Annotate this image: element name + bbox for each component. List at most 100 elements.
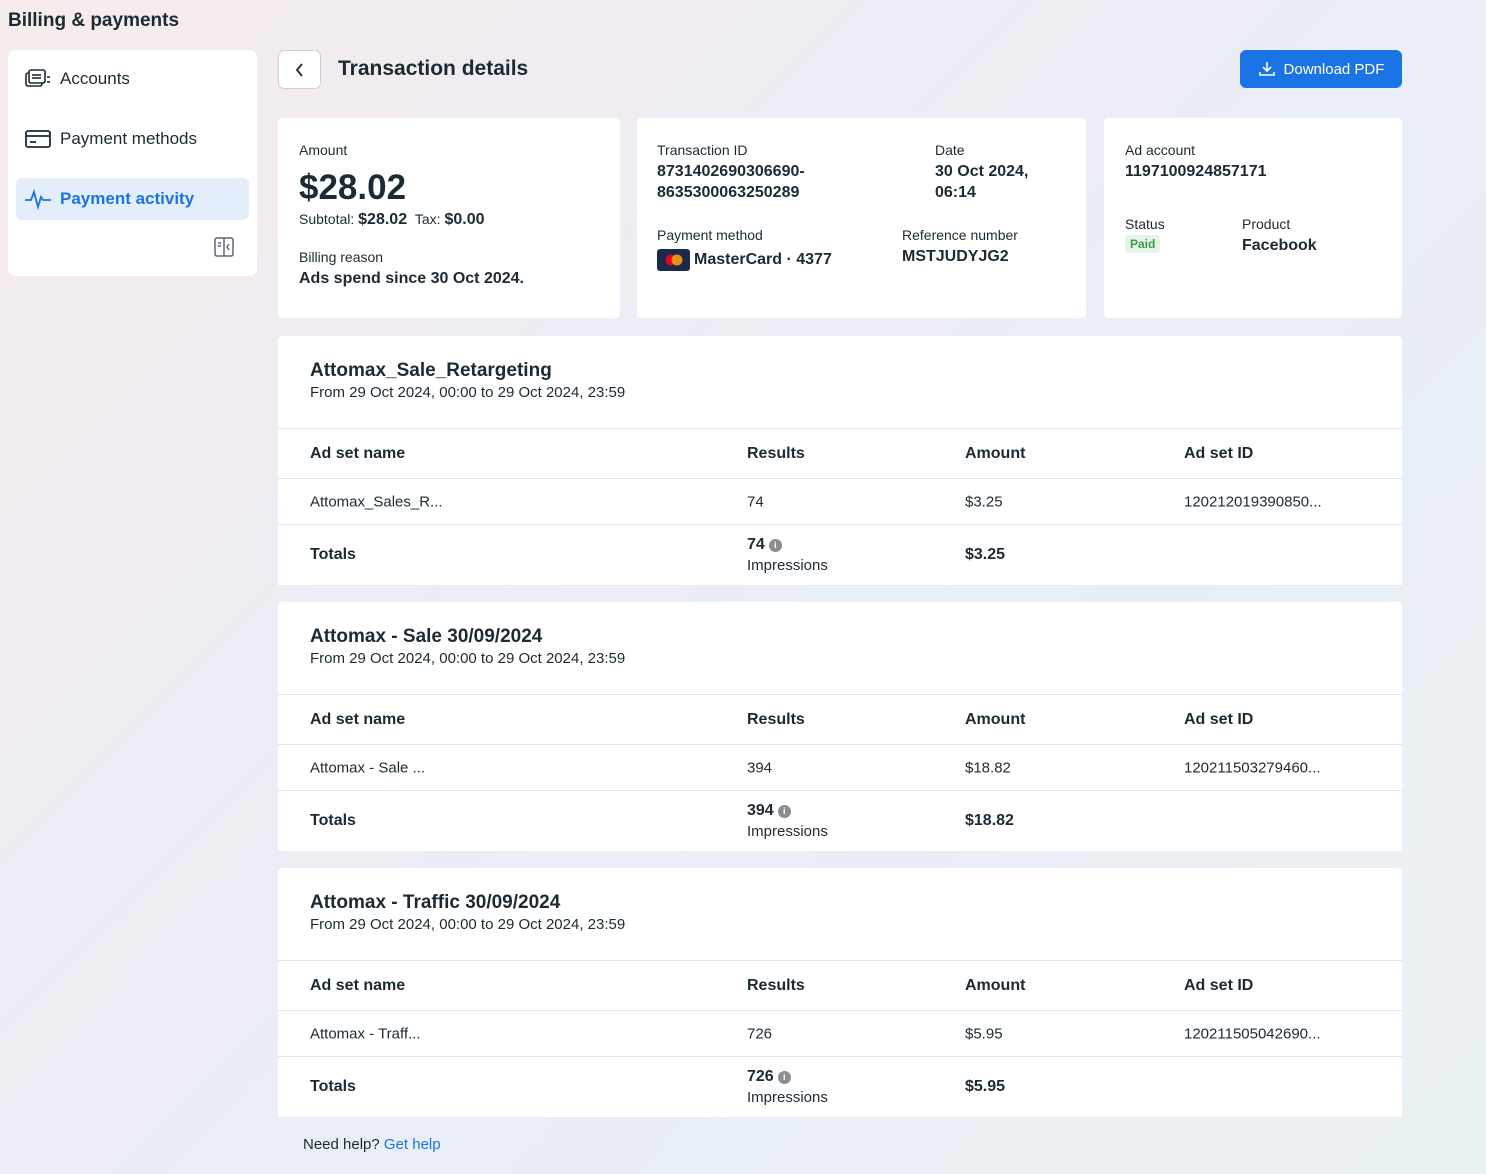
sidebar: Accounts Payment methods Payment activit… <box>8 50 257 276</box>
app-title: Billing & payments <box>8 10 180 31</box>
reference-label: Reference number <box>902 227 1018 243</box>
subtotal-value: $28.02 <box>358 211 408 228</box>
campaign-title: Attomax_Sale_Retargeting <box>310 360 552 381</box>
table-row[interactable]: Attomax - Traff... 726 $5.95 12021150504… <box>278 1010 1402 1056</box>
adset-name: Attomax - Sale ... <box>310 759 426 776</box>
payment-method-label: Payment method <box>657 227 763 243</box>
transaction-id-label: Transaction ID <box>657 142 748 158</box>
col-header-amount[interactable]: Amount <box>965 710 1026 728</box>
col-header-id[interactable]: Ad set ID <box>1184 710 1254 728</box>
help-footer: Need help? Get help <box>303 1136 441 1153</box>
totals-row: Totals 394 i Impressions $18.82 <box>278 790 1402 851</box>
table-header-row: Ad set name Results Amount Ad set ID <box>278 694 1402 744</box>
totals-amount: $5.95 <box>965 1078 1006 1095</box>
sidebar-item-label: Accounts <box>60 69 130 88</box>
col-header-name[interactable]: Ad set name <box>310 444 406 462</box>
tax-value: $0.00 <box>444 211 485 228</box>
totals-label: Totals <box>310 812 356 829</box>
adset-table: Ad set name Results Amount Ad set ID Att… <box>278 960 1402 1117</box>
chevron-left-icon <box>295 62 303 77</box>
status-label: Status <box>1125 216 1165 232</box>
date-line1: 30 Oct 2024, <box>935 163 1029 180</box>
col-header-id[interactable]: Ad set ID <box>1184 976 1254 994</box>
sidebar-item-label: Payment activity <box>60 189 195 208</box>
totals-results-value: 74 <box>747 536 765 553</box>
sidebar-item-payment-activity[interactable]: Payment activity <box>16 178 249 220</box>
col-header-amount[interactable]: Amount <box>965 976 1026 994</box>
adset-id: 120211505042690... <box>1184 1025 1321 1042</box>
adset-results: 74 <box>747 493 764 510</box>
page-title: Transaction details <box>338 57 529 80</box>
adset-name: Attomax - Traff... <box>310 1025 421 1042</box>
campaign-date-range: From 29 Oct 2024, 00:00 to 29 Oct 2024, … <box>310 384 626 401</box>
date-line2: 06:14 <box>935 184 976 201</box>
adset-results: 394 <box>747 759 773 776</box>
adset-name: Attomax_Sales_R... <box>310 493 443 510</box>
campaign-section: Attomax - Sale 30/09/2024 From 29 Oct 20… <box>278 602 1402 851</box>
info-icon[interactable]: i <box>777 804 791 818</box>
amount-card: Amount $28.02 Subtotal: $28.02 Tax: $0.0… <box>278 118 620 318</box>
product-label: Product <box>1242 216 1291 232</box>
account-card: Ad account 1197100924857171 Status Paid … <box>1104 118 1402 318</box>
amount-label: Amount <box>299 142 348 158</box>
sidebar-item-accounts[interactable]: Accounts <box>16 58 249 100</box>
col-header-results[interactable]: Results <box>747 976 805 994</box>
totals-results: 394 i Impressions <box>747 802 828 840</box>
adset-table: Ad set name Results Amount Ad set ID Att… <box>278 428 1402 585</box>
status-badge: Paid <box>1125 235 1161 253</box>
campaign-title: Attomax - Sale 30/09/2024 <box>310 626 543 647</box>
status-badge-wrap: Paid <box>1125 235 1161 253</box>
campaign-date-range: From 29 Oct 2024, 00:00 to 29 Oct 2024, … <box>310 916 626 933</box>
totals-label: Totals <box>310 1078 356 1095</box>
payment-method-text: MasterCard · 4377 <box>694 251 832 269</box>
transaction-id-line2: 8635300063250289 <box>657 184 800 201</box>
col-header-amount[interactable]: Amount <box>965 444 1026 462</box>
subtotal-line: Subtotal: $28.02 Tax: $0.00 <box>299 211 485 229</box>
table-row[interactable]: Attomax - Sale ... 394 $18.82 1202115032… <box>278 744 1402 790</box>
get-help-link[interactable]: Get help <box>383 1136 441 1153</box>
impressions-label: Impressions <box>747 1089 828 1106</box>
col-header-name[interactable]: Ad set name <box>310 976 406 994</box>
campaign-section: Attomax_Sale_Retargeting From 29 Oct 202… <box>278 336 1402 585</box>
credit-card-icon <box>25 130 51 148</box>
reference-value: MSTJUDYJG2 <box>902 248 1009 265</box>
table-header-row: Ad set name Results Amount Ad set ID <box>278 428 1402 478</box>
totals-results-value: 394 <box>747 802 774 819</box>
info-icon[interactable]: i <box>777 1070 791 1084</box>
impressions-label: Impressions <box>747 557 828 574</box>
ad-account-label: Ad account <box>1125 142 1196 158</box>
totals-label: Totals <box>310 546 356 563</box>
accounts-icon <box>25 69 50 87</box>
download-icon <box>1258 62 1275 76</box>
campaign-date-range: From 29 Oct 2024, 00:00 to 29 Oct 2024, … <box>310 650 626 667</box>
col-header-id[interactable]: Ad set ID <box>1184 444 1254 462</box>
col-header-results[interactable]: Results <box>747 444 805 462</box>
col-header-results[interactable]: Results <box>747 710 805 728</box>
transaction-id-line1: 8731402690306690- <box>657 163 805 180</box>
payment-method-value: MasterCard · 4377 <box>657 249 832 271</box>
campaign-section: Attomax - Traffic 30/09/2024 From 29 Oct… <box>278 868 1402 1117</box>
campaign-title: Attomax - Traffic 30/09/2024 <box>310 892 561 913</box>
tax-label: Tax: <box>414 211 441 227</box>
adset-results: 726 <box>747 1025 773 1042</box>
totals-amount: $3.25 <box>965 546 1006 563</box>
sidebar-item-payment-methods[interactable]: Payment methods <box>16 118 249 160</box>
help-text: Need help? <box>303 1136 380 1153</box>
adset-amount: $5.95 <box>965 1025 1003 1042</box>
download-pdf-label: Download PDF <box>1283 60 1385 78</box>
totals-row: Totals 726 i Impressions $5.95 <box>278 1056 1402 1117</box>
back-button[interactable] <box>278 50 321 89</box>
totals-amount: $18.82 <box>965 812 1014 829</box>
adset-id: 120211503279460... <box>1184 759 1321 776</box>
col-header-name[interactable]: Ad set name <box>310 710 406 728</box>
adset-id: 120212019390850... <box>1184 493 1322 510</box>
info-icon[interactable]: i <box>768 538 782 552</box>
totals-results: 726 i Impressions <box>747 1068 828 1106</box>
table-row[interactable]: Attomax_Sales_R... 74 $3.25 120212019390… <box>278 478 1402 524</box>
transaction-card: Transaction ID 8731402690306690- 8635300… <box>637 118 1086 318</box>
collapse-sidebar-icon[interactable] <box>213 236 235 258</box>
product-value: Facebook <box>1242 237 1317 254</box>
mastercard-icon <box>657 249 690 271</box>
download-pdf-button[interactable]: Download PDF <box>1240 50 1402 88</box>
adset-amount: $18.82 <box>965 759 1011 776</box>
